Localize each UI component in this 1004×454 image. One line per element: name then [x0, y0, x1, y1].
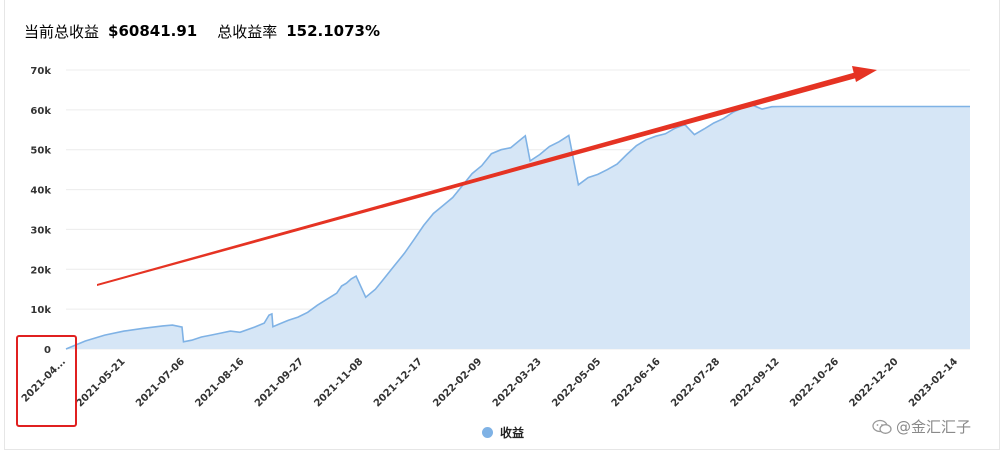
- y-axis: 0 10k 20k 30k 40k 50k 60k 70k: [30, 66, 51, 356]
- chart-panel: [4, 0, 1000, 450]
- y-tick-label: 30k: [30, 225, 51, 236]
- x-tick-label: 2021-07-06: [134, 356, 187, 409]
- x-tick-label: 2022-07-28: [669, 356, 722, 409]
- trend-arrow-head: [852, 66, 877, 82]
- total-profit-label: 当前总收益: [24, 22, 100, 41]
- y-tick-label: 40k: [30, 186, 51, 197]
- x-tick-label: 2021-08-16: [194, 356, 247, 409]
- y-tick-label: 0: [44, 345, 51, 356]
- y-tick-label: 10k: [30, 305, 51, 316]
- y-tick-label: 70k: [30, 66, 51, 77]
- x-tick-label: 2022-09-12: [729, 356, 782, 409]
- return-rate-value: 152.1073%: [286, 22, 381, 40]
- y-tick-label: 50k: [30, 146, 51, 157]
- total-profit-value: $60841.91: [108, 22, 198, 40]
- x-tick-label: 2021-12-17: [372, 356, 425, 409]
- wechat-icon: [872, 419, 892, 434]
- legend[interactable]: 收益: [482, 424, 524, 441]
- start-date-highlight-box: [16, 335, 77, 427]
- x-axis: 2021-04... 2021-05-21 2021-07-06 2021-08-16…: [20, 356, 960, 409]
- y-tick-label: 20k: [30, 265, 51, 276]
- profit-series-line: [65, 104, 970, 350]
- watermark: @金汇汇子: [872, 416, 971, 437]
- trend-arrow-shaft: [97, 71, 860, 286]
- x-tick-label: 2021-11-08: [312, 356, 365, 409]
- summary-header: 当前总收益 $60841.91 总收益率 152.1073%: [24, 20, 380, 42]
- x-tick-label: 2022-12-20: [848, 356, 901, 409]
- x-tick-label: 2022-02-09: [431, 356, 484, 409]
- legend-label: 收益: [500, 426, 525, 440]
- x-tick-label: 2022-10-26: [788, 356, 841, 409]
- x-tick-label: 2022-06-16: [610, 356, 663, 409]
- annotations: [16, 66, 877, 427]
- profit-area-fill: [66, 105, 970, 349]
- x-tick-label: 2021-04...: [20, 356, 68, 404]
- x-tick-label: 2022-03-23: [491, 356, 544, 409]
- x-tick-label: 2021-05-21: [75, 356, 128, 409]
- legend-marker: [482, 427, 493, 438]
- x-tick-label: 2022-05-05: [550, 356, 603, 409]
- watermark-text: @金汇汇子: [896, 418, 972, 436]
- x-tick-label: 2021-09-27: [253, 356, 306, 409]
- x-tick-label: 2023-02-14: [907, 356, 960, 409]
- return-rate-label: 总收益率: [217, 22, 278, 41]
- y-tick-label: 60k: [30, 106, 51, 117]
